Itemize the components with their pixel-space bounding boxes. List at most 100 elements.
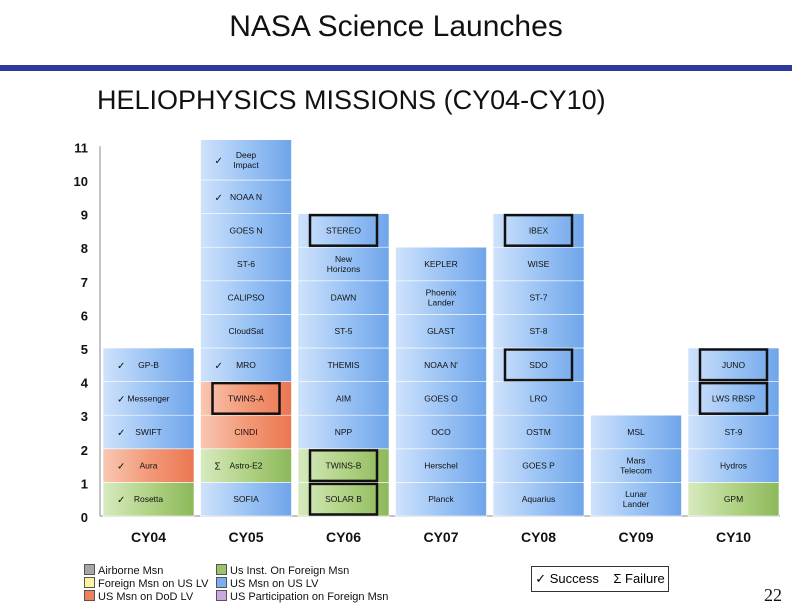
y-ticks: 0 1 2 3 4 5 6 7 8 9 10 11 bbox=[74, 140, 89, 525]
legend-swatch bbox=[216, 577, 227, 588]
failure-sigma-icon: Σ bbox=[613, 571, 622, 586]
y-tick-label: 9 bbox=[81, 208, 88, 223]
bar-label: Horizons bbox=[327, 264, 361, 274]
bar-label: SOFIA bbox=[233, 494, 259, 504]
bar-segment bbox=[297, 347, 390, 382]
bar-segment bbox=[200, 280, 292, 315]
x-category-label: CY10 bbox=[716, 529, 751, 545]
bar-segment bbox=[297, 448, 390, 483]
success-check-icon: ✓ bbox=[117, 361, 125, 372]
x-category-label: CY04 bbox=[131, 529, 166, 545]
bar-segment bbox=[200, 381, 292, 416]
bar-label: OCO bbox=[431, 427, 451, 437]
x-category-label: CY08 bbox=[521, 529, 556, 545]
bar-segment bbox=[297, 213, 390, 248]
bar-label: JUNO bbox=[722, 360, 746, 370]
bar-label: IBEX bbox=[529, 225, 549, 235]
success-label: Success bbox=[549, 571, 599, 586]
bar-label: ST-8 bbox=[530, 326, 548, 336]
y-tick-label: 2 bbox=[81, 443, 88, 458]
y-tick-label: 7 bbox=[81, 275, 88, 290]
bar-segment bbox=[297, 381, 390, 416]
bar-segment bbox=[395, 280, 487, 315]
y-tick-label: 4 bbox=[81, 376, 89, 391]
bar-label: SWIFT bbox=[135, 427, 161, 437]
bar-label: Astro-E2 bbox=[229, 461, 262, 471]
success-check-icon: ✓ bbox=[117, 394, 125, 405]
bar-segment bbox=[687, 347, 780, 382]
y-tick-label: 6 bbox=[81, 308, 88, 323]
bar-label: TWINS-B bbox=[326, 461, 362, 471]
bar-label: NPP bbox=[335, 427, 353, 437]
bar-segment bbox=[102, 347, 195, 382]
legend-left: Airborne Msn Foreign Msn on US LV US Msn… bbox=[84, 564, 208, 603]
bar-label: LRO bbox=[530, 393, 548, 403]
bar-segment bbox=[395, 347, 487, 382]
legend-item: Airborne Msn bbox=[84, 564, 208, 577]
bar-label: Lunar bbox=[625, 489, 647, 499]
bar-label: SDO bbox=[529, 360, 548, 370]
legend-swatch bbox=[216, 564, 227, 575]
bar-label: CINDI bbox=[234, 427, 257, 437]
x-category-label: CY07 bbox=[423, 529, 458, 545]
bar-segment bbox=[200, 347, 292, 382]
bar-label: Messenger bbox=[127, 393, 169, 403]
bar-segment bbox=[200, 139, 292, 181]
launch-highlight-box bbox=[698, 348, 769, 382]
launch-highlight-box bbox=[698, 381, 769, 415]
bar-label: GOES P bbox=[522, 461, 555, 471]
bar-label: GOES O bbox=[424, 393, 458, 403]
x-category-label: CY06 bbox=[326, 529, 361, 545]
bar-label: ST-7 bbox=[530, 293, 548, 303]
legend-swatch bbox=[216, 590, 227, 601]
launch-highlight-box bbox=[503, 348, 574, 382]
y-tick-label: 8 bbox=[81, 241, 88, 256]
bar-label: Impact bbox=[233, 160, 259, 170]
success-check-icon: ✓ bbox=[117, 462, 125, 473]
launch-highlight-box bbox=[211, 381, 281, 415]
bar-segment bbox=[200, 213, 292, 248]
bar-label: STEREO bbox=[326, 225, 361, 235]
success-check-icon: ✓ bbox=[535, 571, 547, 586]
bar-label: Aquarius bbox=[522, 494, 556, 504]
bar-label: Mars bbox=[627, 456, 646, 466]
bar-segment bbox=[297, 280, 390, 315]
bar-label: AIM bbox=[336, 393, 351, 403]
bar-segment bbox=[687, 482, 780, 517]
title-divider bbox=[0, 65, 792, 71]
bar-label: GPM bbox=[724, 494, 743, 504]
legend-right: Us Inst. On Foreign Msn US Msn on US LV … bbox=[216, 564, 388, 603]
y-tick-label: 10 bbox=[74, 174, 88, 189]
bar-segment bbox=[687, 381, 780, 416]
bar-label: GOES N bbox=[229, 225, 262, 235]
bar-segment bbox=[297, 414, 390, 450]
bar-segment bbox=[297, 314, 390, 349]
y-tick-label: 11 bbox=[74, 140, 88, 155]
bar-label: CloudSat bbox=[229, 326, 265, 336]
bar-segment bbox=[395, 448, 487, 483]
x-categories: CY04 CY05 CY06 CY07 CY08 CY09 CY10 bbox=[131, 529, 751, 545]
bar-label: NOAA N' bbox=[424, 360, 458, 370]
bar-segment bbox=[200, 246, 292, 282]
x-category-label: CY09 bbox=[618, 529, 653, 545]
legend-item: Us Inst. On Foreign Msn bbox=[216, 564, 388, 577]
success-check-icon: ✓ bbox=[215, 193, 223, 204]
page-number: 22 bbox=[764, 585, 782, 605]
y-tick-label: 5 bbox=[81, 342, 88, 357]
bar-label: OSTM bbox=[526, 427, 551, 437]
bar-segment bbox=[200, 482, 292, 517]
bar-label: MRO bbox=[236, 360, 256, 370]
bar-label: Phoenix bbox=[426, 288, 457, 298]
bar-label: New bbox=[335, 254, 353, 264]
bar-label: Lander bbox=[623, 499, 650, 509]
bar-label: Planck bbox=[428, 494, 454, 504]
success-check-icon: ✓ bbox=[117, 495, 125, 506]
launch-highlight-box bbox=[503, 213, 574, 247]
page-title: NASA Science Launches bbox=[229, 10, 563, 43]
bar-segment bbox=[395, 246, 487, 282]
bar-segment bbox=[492, 347, 585, 382]
launch-highlight-box bbox=[308, 213, 379, 247]
bar-label: ST-5 bbox=[335, 326, 353, 336]
bar-label: Hydros bbox=[720, 461, 747, 471]
y-tick-label: 1 bbox=[81, 476, 88, 491]
